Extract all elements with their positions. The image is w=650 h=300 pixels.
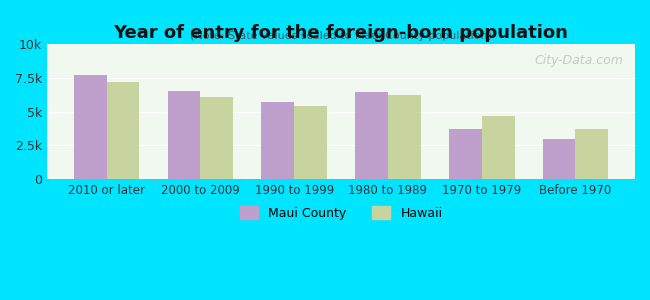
Bar bbox=[168, 91, 200, 179]
Bar bbox=[107, 82, 140, 179]
Bar bbox=[388, 95, 421, 179]
Bar bbox=[355, 92, 388, 179]
Text: (Note: State values scaled to Maui County population): (Note: State values scaled to Maui Count… bbox=[190, 31, 492, 41]
Bar bbox=[74, 75, 107, 179]
Bar bbox=[261, 102, 294, 179]
Bar bbox=[575, 129, 608, 179]
Bar bbox=[200, 97, 233, 179]
Bar bbox=[294, 106, 327, 179]
Bar bbox=[449, 129, 482, 179]
Title: Year of entry for the foreign-born population: Year of entry for the foreign-born popul… bbox=[114, 24, 569, 42]
Legend: Maui County, Hawaii: Maui County, Hawaii bbox=[235, 201, 447, 225]
Text: City-Data.com: City-Data.com bbox=[534, 54, 623, 68]
Bar bbox=[543, 139, 575, 179]
Bar bbox=[482, 116, 515, 179]
